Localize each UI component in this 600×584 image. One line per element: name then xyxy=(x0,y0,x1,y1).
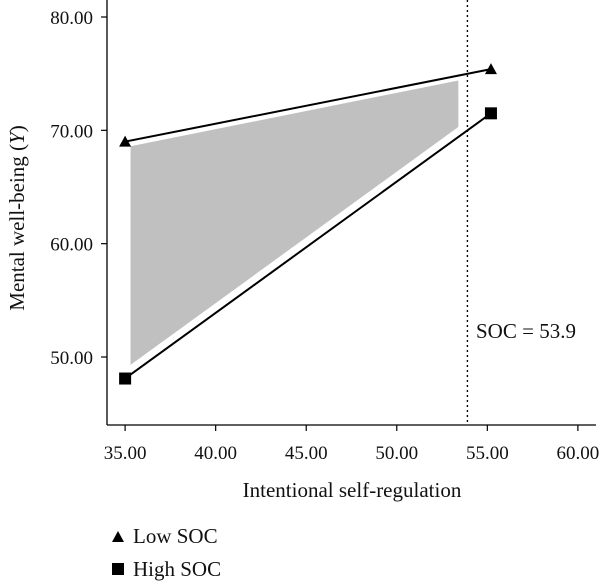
x-tick-label: 55.00 xyxy=(466,443,509,464)
x-tick-label: 35.00 xyxy=(104,443,147,464)
legend-label-high-soc: High SOC xyxy=(133,557,221,581)
y-tick-label: 80.00 xyxy=(50,8,93,29)
series-line-low-soc xyxy=(124,68,492,143)
axes xyxy=(106,0,596,426)
y-tick-label: 70.00 xyxy=(50,121,93,142)
x-tick-label: 40.00 xyxy=(194,443,237,464)
x-tick-label: 50.00 xyxy=(375,443,418,464)
ticks: 35.00 40.00 45.00 50.00 55.00 60.00 50.00 60.00… xyxy=(50,8,599,464)
point-low-soc xyxy=(484,63,497,75)
series-line-high-soc xyxy=(124,112,492,380)
legend-triangle-marker xyxy=(112,531,124,542)
legend: Low SOC High SOC xyxy=(112,524,221,581)
point-high-soc xyxy=(484,107,497,120)
x-axis-label: Intentional self-regulation xyxy=(243,478,462,502)
point-high-soc xyxy=(119,372,132,385)
legend-square-marker xyxy=(112,563,124,575)
legend-label-low-soc: Low SOC xyxy=(133,524,218,548)
y-tick-label: 50.00 xyxy=(50,348,93,369)
y-axis-label: Mental well-being (Y) xyxy=(5,125,29,310)
reference-line-label: SOC = 53.9 xyxy=(476,319,576,343)
y-tick-label: 60.00 xyxy=(50,235,93,256)
x-tick-label: 60.00 xyxy=(557,443,600,464)
point-low-soc xyxy=(119,135,132,147)
x-tick-label: 45.00 xyxy=(285,443,328,464)
significance-region xyxy=(130,80,459,365)
plot-area xyxy=(119,0,497,425)
